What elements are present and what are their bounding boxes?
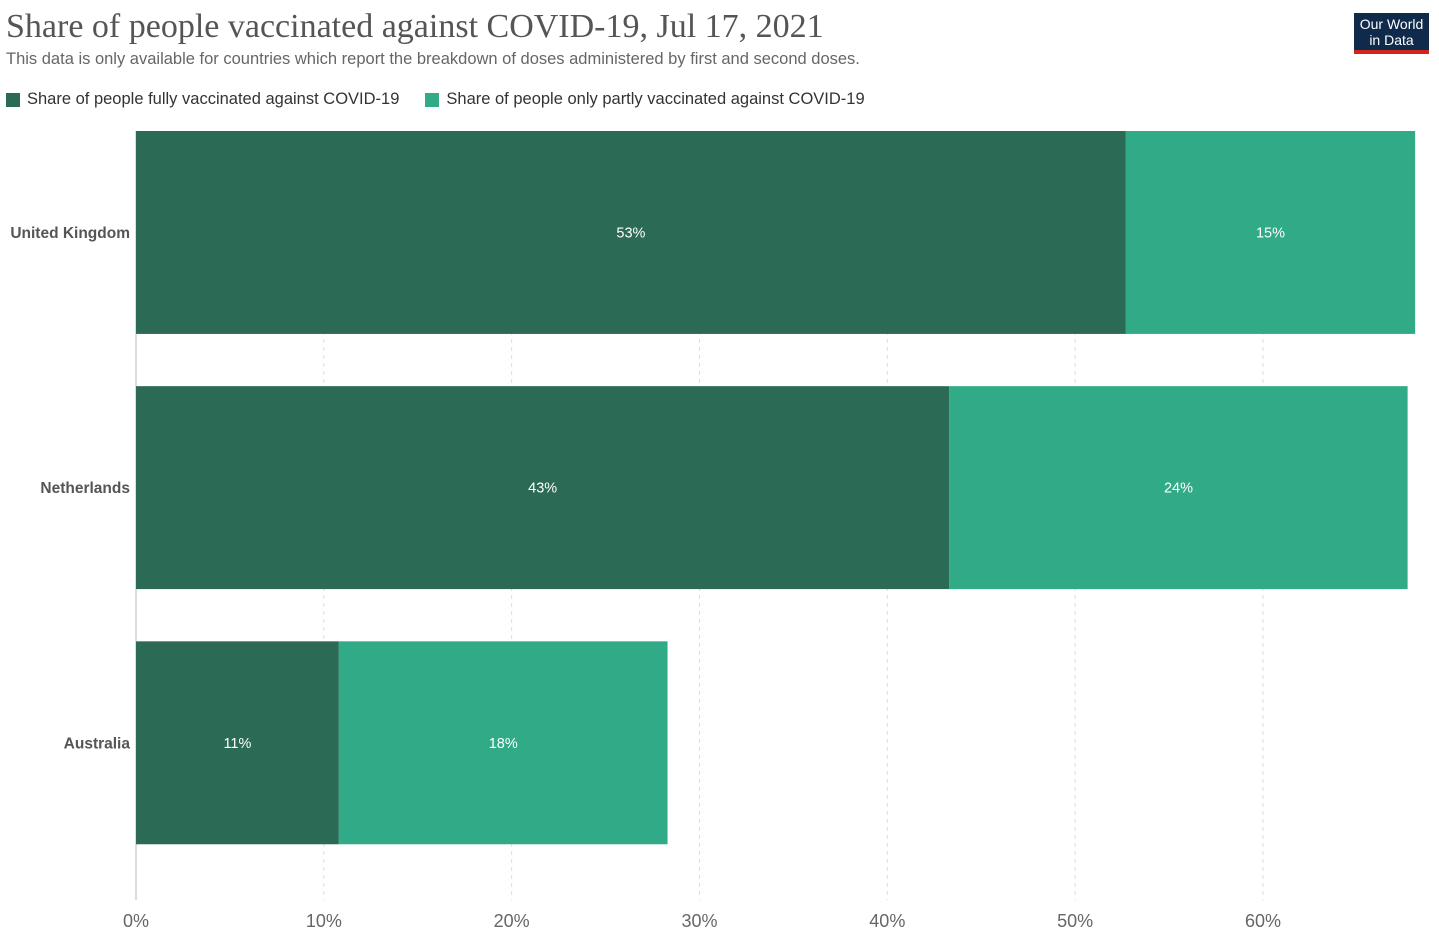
x-tick-label: 60% — [1245, 911, 1281, 931]
category-label: Netherlands — [40, 480, 130, 497]
x-tick-label: 40% — [869, 911, 905, 931]
legend-item-fully[interactable]: Share of people fully vaccinated against… — [6, 90, 399, 109]
bar-partly-vaccinated[interactable] — [338, 641, 668, 845]
category-label: Australia — [64, 735, 131, 752]
x-tick-label: 20% — [494, 911, 530, 931]
owid-logo[interactable]: Our World in Data — [1354, 13, 1429, 54]
legend: Share of people fully vaccinated against… — [6, 90, 891, 109]
chart-subtitle: This data is only available for countrie… — [6, 50, 860, 68]
bars — [136, 131, 1416, 845]
legend-label-partly: Share of people only partly vaccinated a… — [446, 90, 865, 108]
bar-value-label: 24% — [1164, 481, 1193, 497]
x-tick-label: 50% — [1057, 911, 1093, 931]
bar-value-label: 15% — [1256, 225, 1285, 241]
legend-item-partly[interactable]: Share of people only partly vaccinated a… — [425, 90, 865, 109]
bar-value-label: 53% — [616, 225, 645, 241]
legend-swatch-partly — [425, 92, 440, 107]
x-tick-label: 0% — [123, 911, 149, 931]
bar-partly-vaccinated[interactable] — [949, 386, 1408, 590]
bar-partly-vaccinated[interactable] — [1125, 131, 1416, 334]
legend-label-fully: Share of people fully vaccinated against… — [27, 90, 400, 108]
category-label: United Kingdom — [10, 225, 130, 242]
chart-title: Share of people vaccinated against COVID… — [6, 8, 824, 45]
x-tick-label: 30% — [681, 911, 717, 931]
bar-value-label: 43% — [528, 481, 557, 497]
labels: 0% 10% 20% 30% 40% 50% 60% United Kingdom 53% 15%… — [10, 225, 1285, 931]
bar-fully-vaccinated[interactable] — [136, 386, 950, 590]
x-tick-label: 10% — [306, 911, 342, 931]
bar-fully-vaccinated[interactable] — [136, 131, 1126, 334]
logo-line-1: Our World — [1359, 16, 1424, 32]
bar-value-label: 11% — [223, 736, 251, 752]
logo-line-2: in Data — [1369, 32, 1414, 48]
bar-value-label: 18% — [489, 736, 518, 752]
bar-fully-vaccinated[interactable] — [136, 641, 339, 845]
legend-swatch-fully — [6, 92, 20, 107]
